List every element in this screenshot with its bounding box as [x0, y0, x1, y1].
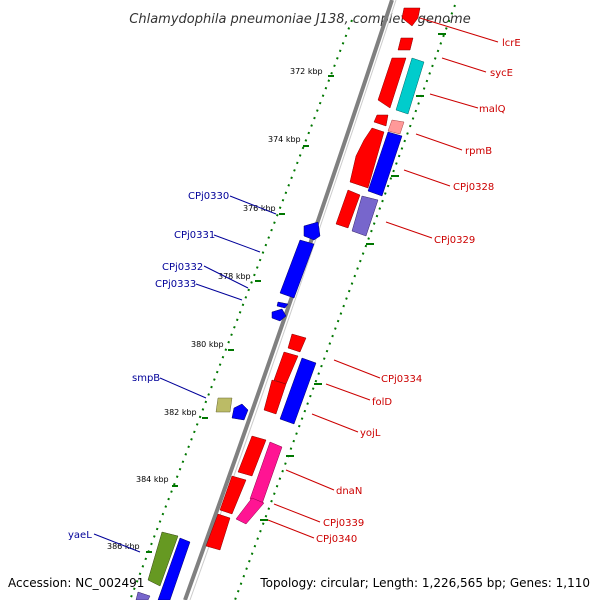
- gene-rpmB[interactable]: [387, 119, 405, 135]
- tick-label: 378 kbp: [218, 272, 251, 281]
- gene-dnaN-red[interactable]: [237, 435, 267, 477]
- gene-label-yaeL: yaeL: [68, 530, 92, 541]
- gene-CPj0333[interactable]: [271, 308, 287, 322]
- gene-CPj0339[interactable]: [235, 497, 265, 525]
- gene-red-block[interactable]: [335, 189, 361, 229]
- gene-blue-bottom[interactable]: [157, 537, 191, 600]
- gene-block[interactable]: [397, 37, 414, 51]
- gene-sycE[interactable]: [377, 57, 407, 109]
- gene-forward-block[interactable]: [349, 127, 385, 189]
- tick-label: 372 kbp: [290, 67, 323, 76]
- tick-label: 374 kbp: [268, 135, 301, 144]
- gene-label-CPj0331: CPj0331: [174, 230, 215, 241]
- gene-CPj0330[interactable]: [303, 221, 321, 241]
- gene-CPj0328[interactable]: [367, 131, 403, 197]
- tick-label: 380 kbp: [191, 340, 224, 349]
- gene-label-CPj0329: CPj0329: [434, 235, 475, 246]
- gene-blue-small[interactable]: [231, 403, 249, 421]
- gene-label-CPj0330: CPj0330: [188, 191, 229, 202]
- map-title: Chlamydophila pneumoniae J138, complete …: [129, 12, 470, 27]
- gene-red-small[interactable]: [287, 333, 307, 353]
- left-label-connectors: [93, 195, 277, 553]
- genome-summary-text: Topology: circular; Length: 1,226,565 bp…: [259, 576, 590, 590]
- gene-CPj0329[interactable]: [351, 195, 379, 237]
- gene-label-folD: folD: [372, 397, 392, 408]
- gene-label-CPj0340: CPj0340: [316, 534, 357, 545]
- tick-label: 386 kbp: [107, 542, 140, 551]
- gene-CPj0332[interactable]: [276, 301, 289, 309]
- gene-label-malQ: malQ: [479, 104, 506, 115]
- tick-marks: [146, 75, 334, 553]
- gene-label-CPj0339: CPj0339: [323, 518, 364, 529]
- gene-label-lcrE: lcrE: [502, 38, 521, 49]
- outer-dotted-ring: [234, 4, 456, 600]
- gene-label-dnaN: dnaN: [336, 486, 362, 497]
- gene-label-CPj0328: CPj0328: [453, 182, 494, 193]
- gene-label-rpmB: rpmB: [465, 146, 492, 157]
- gene-label-smpB: smpB: [132, 373, 160, 384]
- gene-CPj0340[interactable]: [205, 513, 231, 551]
- gene-violet-bottom[interactable]: [135, 591, 151, 600]
- outer-tick-marks: [260, 33, 446, 521]
- gene-label-CPj0333: CPj0333: [155, 279, 196, 290]
- gene-folD[interactable]: [263, 379, 287, 415]
- gene-yojL[interactable]: [279, 357, 317, 425]
- gene-label-yojL: yojL: [360, 428, 381, 439]
- gene-label-sycE: sycE: [490, 68, 513, 79]
- accession-text: Accession: NC_002491: [8, 576, 144, 590]
- gene-CPj0331[interactable]: [279, 239, 315, 299]
- reverse-genes: [135, 221, 321, 600]
- tick-label: 376 kbp: [243, 204, 276, 213]
- right-label-connectors: [267, 17, 499, 539]
- forward-genes: [205, 7, 425, 551]
- tick-label: 382 kbp: [164, 408, 197, 417]
- gene-label-CPj0332: CPj0332: [162, 262, 203, 273]
- gene-malQ[interactable]: [395, 57, 425, 115]
- gene-yaeL[interactable]: [147, 531, 179, 587]
- gene-small[interactable]: [373, 114, 389, 127]
- gene-CPj0339-red[interactable]: [219, 475, 247, 515]
- tick-label: 384 kbp: [136, 475, 169, 484]
- gene-smpB[interactable]: [215, 397, 233, 413]
- gene-lcrE[interactable]: [401, 7, 421, 27]
- gene-label-CPj0334: CPj0334: [381, 374, 422, 385]
